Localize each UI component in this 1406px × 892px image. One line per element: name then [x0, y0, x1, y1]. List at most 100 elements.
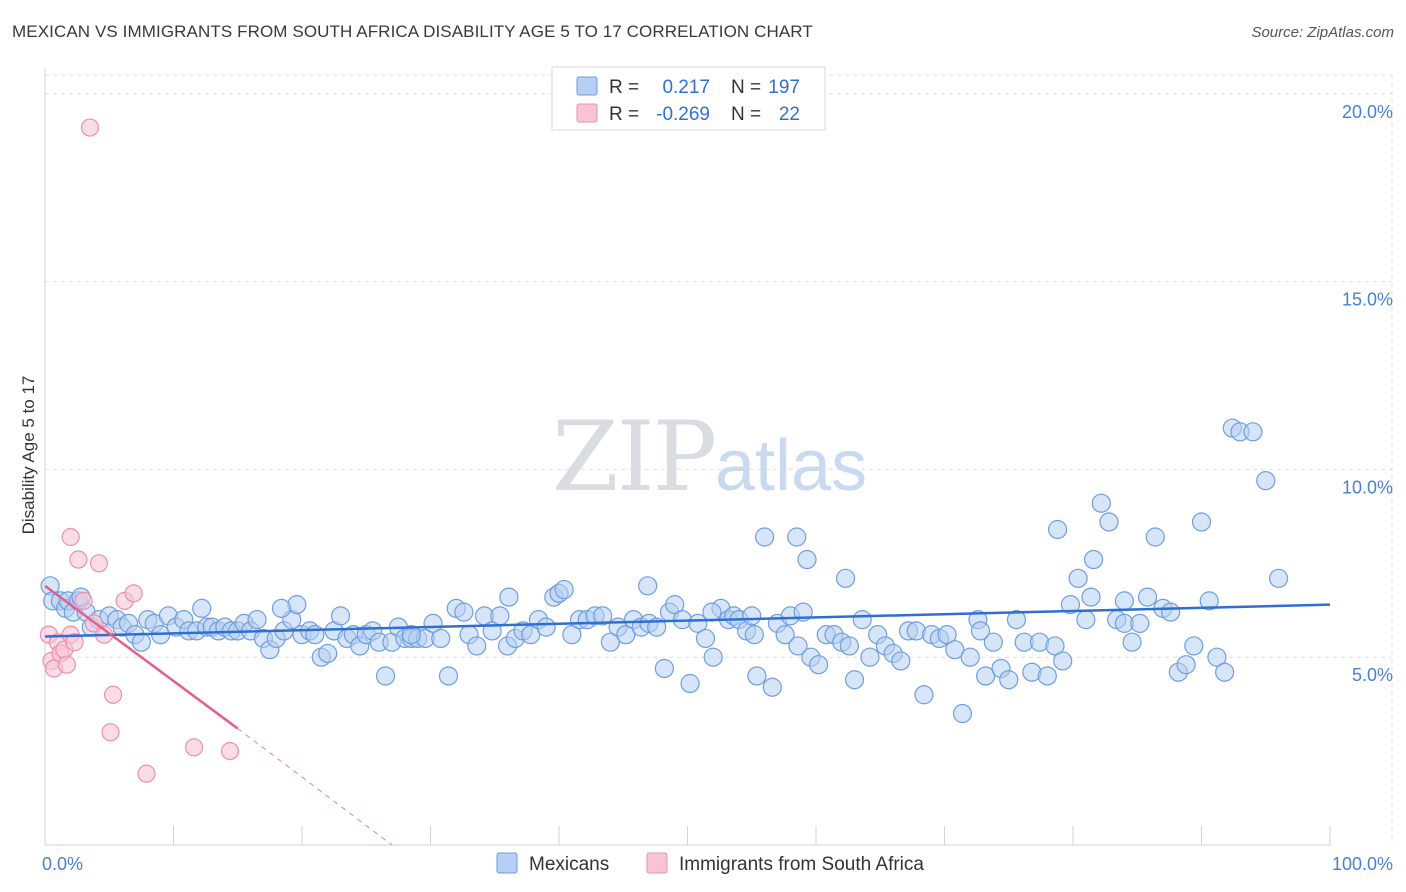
- y-tick-label-1: 10.0%: [1342, 477, 1393, 497]
- legend-r-value-2: -0.269: [656, 104, 710, 125]
- mexicans-point-160: [1161, 602, 1181, 622]
- axes: [44, 68, 1331, 846]
- mexicans-point-91: [654, 658, 674, 679]
- south-africa-point-8: [65, 633, 84, 652]
- mexicans-point-120: [852, 610, 872, 630]
- mexicans-point-163: [1184, 636, 1204, 656]
- mexicans-point-119: [844, 670, 865, 690]
- legend-n-value-2: 22: [779, 104, 800, 125]
- mexicans-point-33: [247, 610, 267, 630]
- legend-r-value-1: 0.217: [662, 77, 710, 98]
- mexicans-point-114: [808, 655, 829, 675]
- mexicans-point-139: [999, 670, 1019, 690]
- mexicans-point-183: [499, 587, 519, 607]
- south-africa-trend-extension: [237, 728, 393, 846]
- south-africa-point-21: [184, 738, 204, 757]
- mexicans-point-24: [192, 598, 212, 618]
- legend-n-label-1: N =: [731, 77, 761, 98]
- mexicans-point-62: [438, 666, 459, 686]
- mexicans-point-98: [703, 647, 723, 667]
- mexicans-point-97: [695, 628, 716, 649]
- mexicans-point-42: [305, 625, 325, 645]
- legend-swatch-blue: [576, 76, 598, 96]
- mexicans-point-173: [787, 527, 807, 547]
- south-africa-trend-line: [44, 584, 239, 730]
- mexicans-point-140: [1006, 610, 1027, 630]
- y-tick-label-3: 20.0%: [1342, 102, 1393, 122]
- mexicans-point-83: [593, 606, 613, 626]
- y-tick-label-2: 15.0%: [1342, 290, 1393, 310]
- mexicans-point-185: [271, 598, 292, 618]
- mexicans-point-84: [600, 632, 621, 652]
- south-africa-point-22: [220, 741, 240, 761]
- mexicans-point-107: [762, 677, 782, 697]
- mexicans-point-61: [431, 628, 451, 649]
- mexicans-point-53: [375, 666, 396, 686]
- mexicans-point-181: [702, 602, 722, 622]
- trend-lines: [44, 584, 1331, 846]
- series-south-africa: [39, 118, 240, 783]
- legend-series-mexicans: Mexicans: [529, 854, 609, 875]
- mexicans-point-134: [960, 647, 980, 667]
- mexicans-point-167: [1215, 662, 1235, 682]
- mexicans-point-86: [616, 625, 636, 645]
- tick-labels: 5.0% 10.0% 15.0% 20.0% 0.0% 100.0%: [42, 102, 1393, 874]
- legend-series-south-africa: Immigrants from South Africa: [679, 854, 924, 875]
- watermark-zip: ZIP: [552, 401, 715, 513]
- mexicans-point-109: [775, 625, 795, 645]
- mexicans-point-146: [1053, 651, 1073, 671]
- south-africa-point-19: [124, 584, 143, 603]
- mexicans-point-148: [1068, 568, 1088, 588]
- series-legend: Mexicans Immigrants from South Africa: [496, 852, 924, 875]
- mexicans-point-171: [1256, 471, 1276, 491]
- mexicans-point-106: [754, 527, 775, 547]
- mexicans-trend-line: [44, 603, 1331, 638]
- mexicans-point-64: [454, 602, 474, 622]
- mexicans-point-144: [1037, 666, 1057, 686]
- mexicans-point-150: [1083, 549, 1104, 570]
- legend-n-label-2: N =: [731, 104, 761, 125]
- south-africa-point-10: [61, 527, 80, 547]
- mexicans-point-172: [1268, 568, 1289, 588]
- mexicans-point-155: [1122, 632, 1142, 652]
- mexicans-point-118: [839, 636, 860, 656]
- watermark-atlas: atlas: [715, 426, 867, 506]
- mexicans-point-96: [688, 613, 708, 633]
- mexicans-point-164: [1191, 512, 1212, 532]
- mexicans-point-145: [1045, 636, 1065, 656]
- mexicans-point-125: [891, 651, 911, 671]
- legend-n-value-1: 197: [768, 77, 800, 98]
- mexicans-point-132: [945, 640, 965, 660]
- legend-r-label-2: R =: [609, 104, 639, 125]
- mexicans-point-75: [536, 617, 556, 637]
- mexicans-point-133: [952, 703, 973, 724]
- mexicans-point-78: [554, 579, 574, 600]
- mexicans-point-174: [797, 549, 817, 570]
- mexicans-point-178: [1114, 591, 1135, 611]
- mexicans-point-175: [835, 568, 856, 588]
- mexicans-point-95: [680, 673, 700, 694]
- south-africa-point-12: [80, 118, 100, 137]
- mexicans-point-179: [970, 621, 991, 641]
- south-africa-point-6: [57, 655, 76, 674]
- mexicans-point-157: [1137, 587, 1158, 607]
- mexicans-point-104: [742, 606, 762, 626]
- x-tick-label-1: 100.0%: [1332, 854, 1393, 874]
- south-africa-point-14: [89, 554, 109, 573]
- bottom-swatch-blue: [496, 852, 518, 874]
- south-africa-point-16: [104, 685, 123, 704]
- series-mexicans: [40, 418, 1289, 724]
- mexicans-point-166: [1207, 647, 1227, 667]
- mexicans-point-149: [1076, 610, 1096, 630]
- mexicans-point-177: [1081, 587, 1101, 607]
- stats-legend: R = 0.217 N = 197 R = -0.269 N = 22: [551, 66, 826, 131]
- mexicans-point-131: [937, 625, 957, 645]
- mexicans-point-111: [788, 636, 808, 656]
- y-axis-label: Disability Age 5 to 17: [19, 376, 38, 535]
- mexicans-point-147: [1060, 595, 1081, 615]
- mexicans-point-66: [467, 636, 487, 656]
- mexicans-point-44: [318, 643, 338, 664]
- chart-source: Source: ZipAtlas.com: [1251, 24, 1394, 41]
- mexicans-point-151: [1091, 493, 1111, 513]
